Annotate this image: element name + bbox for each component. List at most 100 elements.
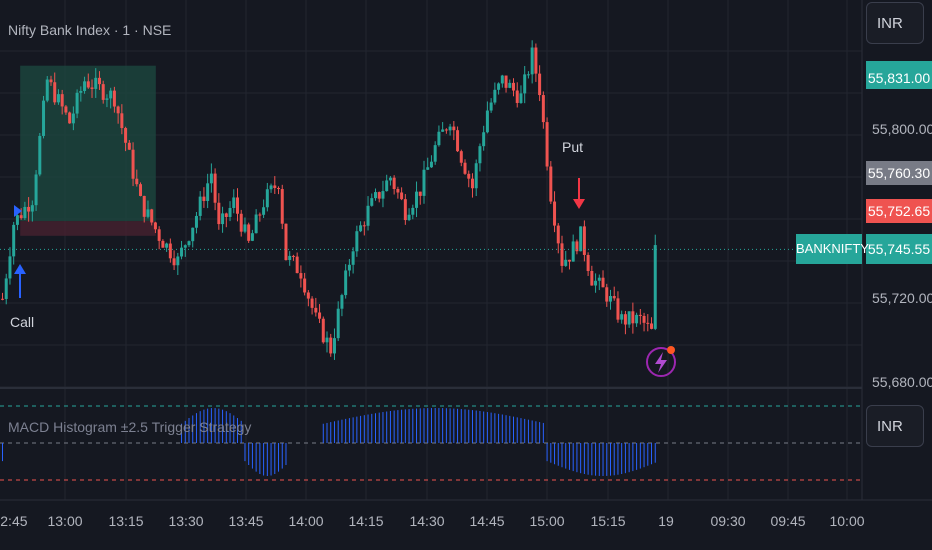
candle-body [12, 224, 16, 257]
x-tick-label: 10:00 [829, 513, 865, 529]
candle [176, 252, 180, 276]
alert-dot-icon [667, 346, 675, 354]
candle-body [34, 174, 38, 206]
lightning-bolt-icon [655, 352, 667, 373]
candle-body [571, 241, 575, 262]
candle [12, 221, 16, 265]
candle-body [75, 92, 79, 114]
candle [56, 89, 60, 105]
currency-button-indicator[interactable]: INR [866, 405, 924, 447]
candle-body [381, 191, 385, 199]
candle [500, 74, 504, 88]
candle [83, 76, 87, 94]
candle-body [124, 128, 128, 143]
candle-body [347, 264, 351, 271]
candle [243, 217, 247, 234]
candle-body [564, 259, 568, 266]
price-scale-bg [862, 0, 932, 550]
candle [545, 117, 549, 171]
price-badge-lower: 55,752.65 [866, 199, 932, 223]
candle [258, 212, 262, 222]
candle [120, 104, 124, 135]
candle [586, 252, 590, 276]
candle-body [109, 90, 113, 99]
candle-body [277, 188, 281, 190]
candle-body [288, 255, 292, 261]
candle [71, 106, 75, 131]
candle [474, 159, 478, 197]
candle-body [299, 273, 303, 279]
candle-body [8, 256, 12, 279]
candle-body [366, 205, 370, 226]
candle [452, 121, 456, 141]
candle [519, 85, 523, 104]
candle [355, 225, 359, 257]
candle [526, 71, 530, 79]
candle-body [385, 180, 389, 192]
candle [385, 174, 389, 192]
candle [131, 142, 135, 187]
candle-body [359, 225, 363, 232]
candle-body [631, 311, 635, 324]
put-signal-label: Put [562, 139, 584, 155]
candle [303, 272, 307, 296]
candle-body [49, 79, 53, 83]
candle-body [4, 278, 8, 299]
candle-body [493, 89, 497, 103]
candle-body [605, 287, 609, 302]
candle [288, 251, 292, 266]
x-tick-label: 09:30 [710, 513, 746, 529]
currency-button-main[interactable]: INR [866, 2, 924, 44]
candle [191, 227, 195, 248]
candle-body [601, 277, 605, 288]
chart-title: Nifty Bank Index · 1 · NSE [8, 22, 172, 38]
candle [19, 208, 23, 220]
y-tick-label: 55,720.00 [872, 290, 932, 306]
candle-body [575, 241, 579, 252]
candle [97, 71, 101, 90]
candle [86, 73, 90, 89]
candle [407, 208, 411, 222]
candle [235, 188, 239, 222]
candle [456, 126, 460, 153]
candle [504, 75, 508, 93]
candle [374, 188, 377, 201]
candle-body [638, 314, 642, 316]
candle [362, 221, 366, 236]
candle [392, 175, 396, 195]
candle [415, 181, 419, 218]
candle-body [161, 240, 165, 248]
candle [38, 133, 42, 177]
candle [515, 82, 519, 108]
candle-body [500, 75, 504, 84]
candle-body [415, 191, 419, 208]
candle-body [142, 195, 146, 217]
candle-body [407, 214, 411, 221]
x-tick-label: 14:30 [409, 513, 445, 529]
candle [8, 247, 12, 285]
candle [564, 250, 568, 267]
candle [68, 111, 72, 124]
candle [553, 191, 557, 233]
candle-body [53, 82, 57, 103]
candle-body [209, 173, 213, 184]
x-tick-label: 13:45 [228, 513, 264, 529]
candle [512, 78, 516, 97]
candle-body [463, 162, 467, 174]
candle [650, 317, 654, 330]
candle-body [485, 110, 489, 133]
candle [217, 193, 221, 230]
candle [344, 264, 348, 299]
candle [575, 239, 579, 255]
candle-body [139, 184, 143, 196]
candle-body [265, 189, 269, 208]
candle-body [321, 318, 325, 343]
candle-body [411, 207, 415, 215]
candle-body [642, 315, 646, 323]
candle-body [545, 122, 549, 167]
candles [0, 40, 862, 360]
candle [262, 199, 266, 219]
candle-body [232, 197, 236, 208]
candle [112, 86, 116, 113]
